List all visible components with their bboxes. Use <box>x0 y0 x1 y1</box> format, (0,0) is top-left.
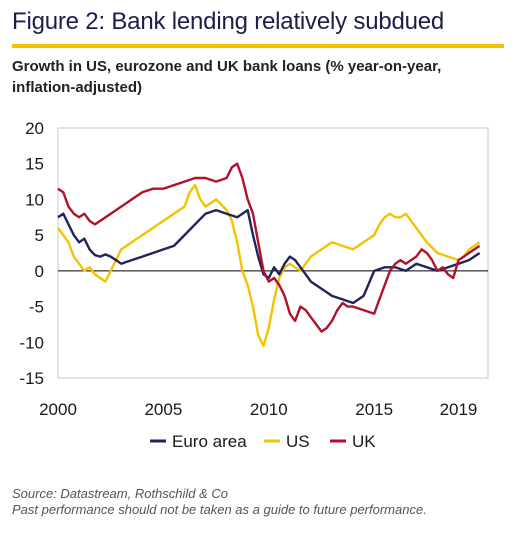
y-tick-label: 15 <box>25 155 44 174</box>
series-lines <box>57 162 481 348</box>
series-line-euro-area <box>57 208 481 305</box>
series-line-us <box>57 183 481 348</box>
x-tick-label: 2005 <box>144 400 182 419</box>
y-tick-label: 5 <box>35 226 44 245</box>
x-tick-label: 2000 <box>39 400 77 419</box>
legend-label-us: US <box>286 432 310 451</box>
source-text: Source: Datastream, Rothschild & Co <box>12 486 229 501</box>
series-line-uk <box>57 162 481 333</box>
y-tick-label: -15 <box>19 369 44 388</box>
y-tick-label: -5 <box>29 298 44 317</box>
figure-title: Figure 2: Bank lending relatively subdue… <box>12 8 445 35</box>
x-tick-label: 2010 <box>250 400 288 419</box>
y-tick-label: 0 <box>35 262 44 281</box>
x-axis-ticks: 2000 2005 2010 2015 2019 <box>39 400 477 419</box>
x-tick-label: 2019 <box>440 400 478 419</box>
plot-frame <box>57 127 489 379</box>
chart-legend: Euro area US UK <box>150 432 376 451</box>
y-tick-label: -10 <box>19 333 44 352</box>
chart-subtitle: Growth in US, eurozone and UK bank loans… <box>12 58 442 96</box>
y-tick-label: 20 <box>25 119 44 138</box>
y-axis-ticks: -15 -10 -5 0 5 10 15 20 <box>19 119 44 388</box>
line-chart: -15 -10 -5 0 5 10 15 20 2000 2005 2010 2015 2019 Eu… <box>19 119 489 451</box>
disclaimer-text: Past performance should not be taken as … <box>12 502 427 517</box>
legend-label-uk: UK <box>352 432 376 451</box>
title-accent-rule <box>12 44 504 48</box>
plot-border <box>57 127 489 379</box>
source-note: Source: Datastream, Rothschild & Co Past… <box>12 486 502 518</box>
legend-label-euro-area: Euro area <box>172 432 247 451</box>
x-tick-label: 2015 <box>355 400 393 419</box>
y-tick-label: 10 <box>25 190 44 209</box>
